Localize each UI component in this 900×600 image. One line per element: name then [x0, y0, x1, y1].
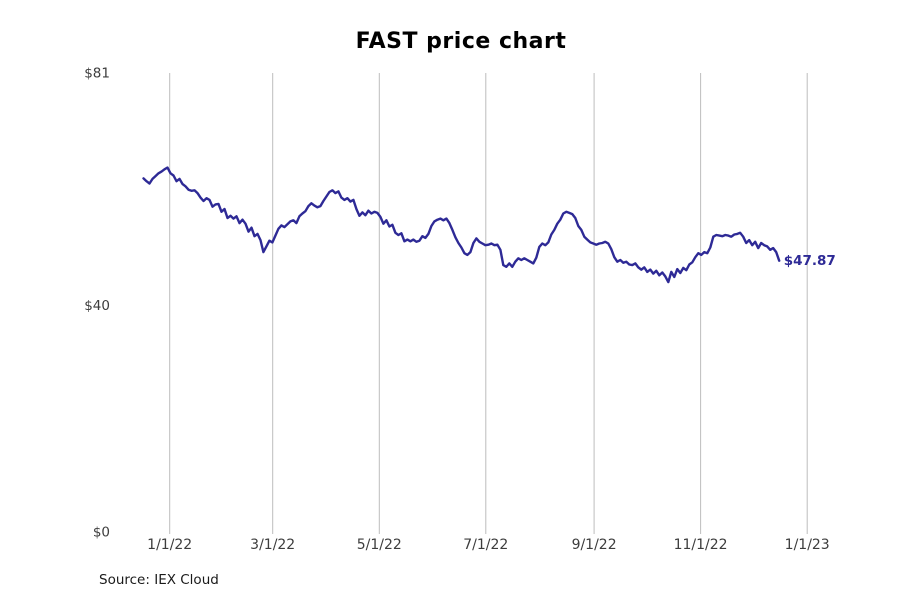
x-tick-label: 7/1/22	[463, 537, 508, 553]
x-tick-label: 1/1/23	[785, 537, 830, 553]
y-tick-label: $40	[84, 298, 110, 314]
y-tick-label: $81	[84, 66, 110, 82]
last-price-label: $47.87	[784, 253, 836, 269]
x-tick-label: 9/1/22	[572, 537, 617, 553]
price-line	[142, 166, 781, 284]
source-note: Source: IEX Cloud	[99, 572, 219, 588]
chart-title: FAST price chart	[355, 29, 567, 54]
x-tick-label: 3/1/22	[250, 537, 295, 553]
x-tick-label: 11/1/22	[674, 537, 728, 553]
x-tick-label: 5/1/22	[357, 537, 402, 553]
y-tick-label: $0	[93, 525, 110, 541]
x-tick-label: 1/1/22	[147, 537, 192, 553]
